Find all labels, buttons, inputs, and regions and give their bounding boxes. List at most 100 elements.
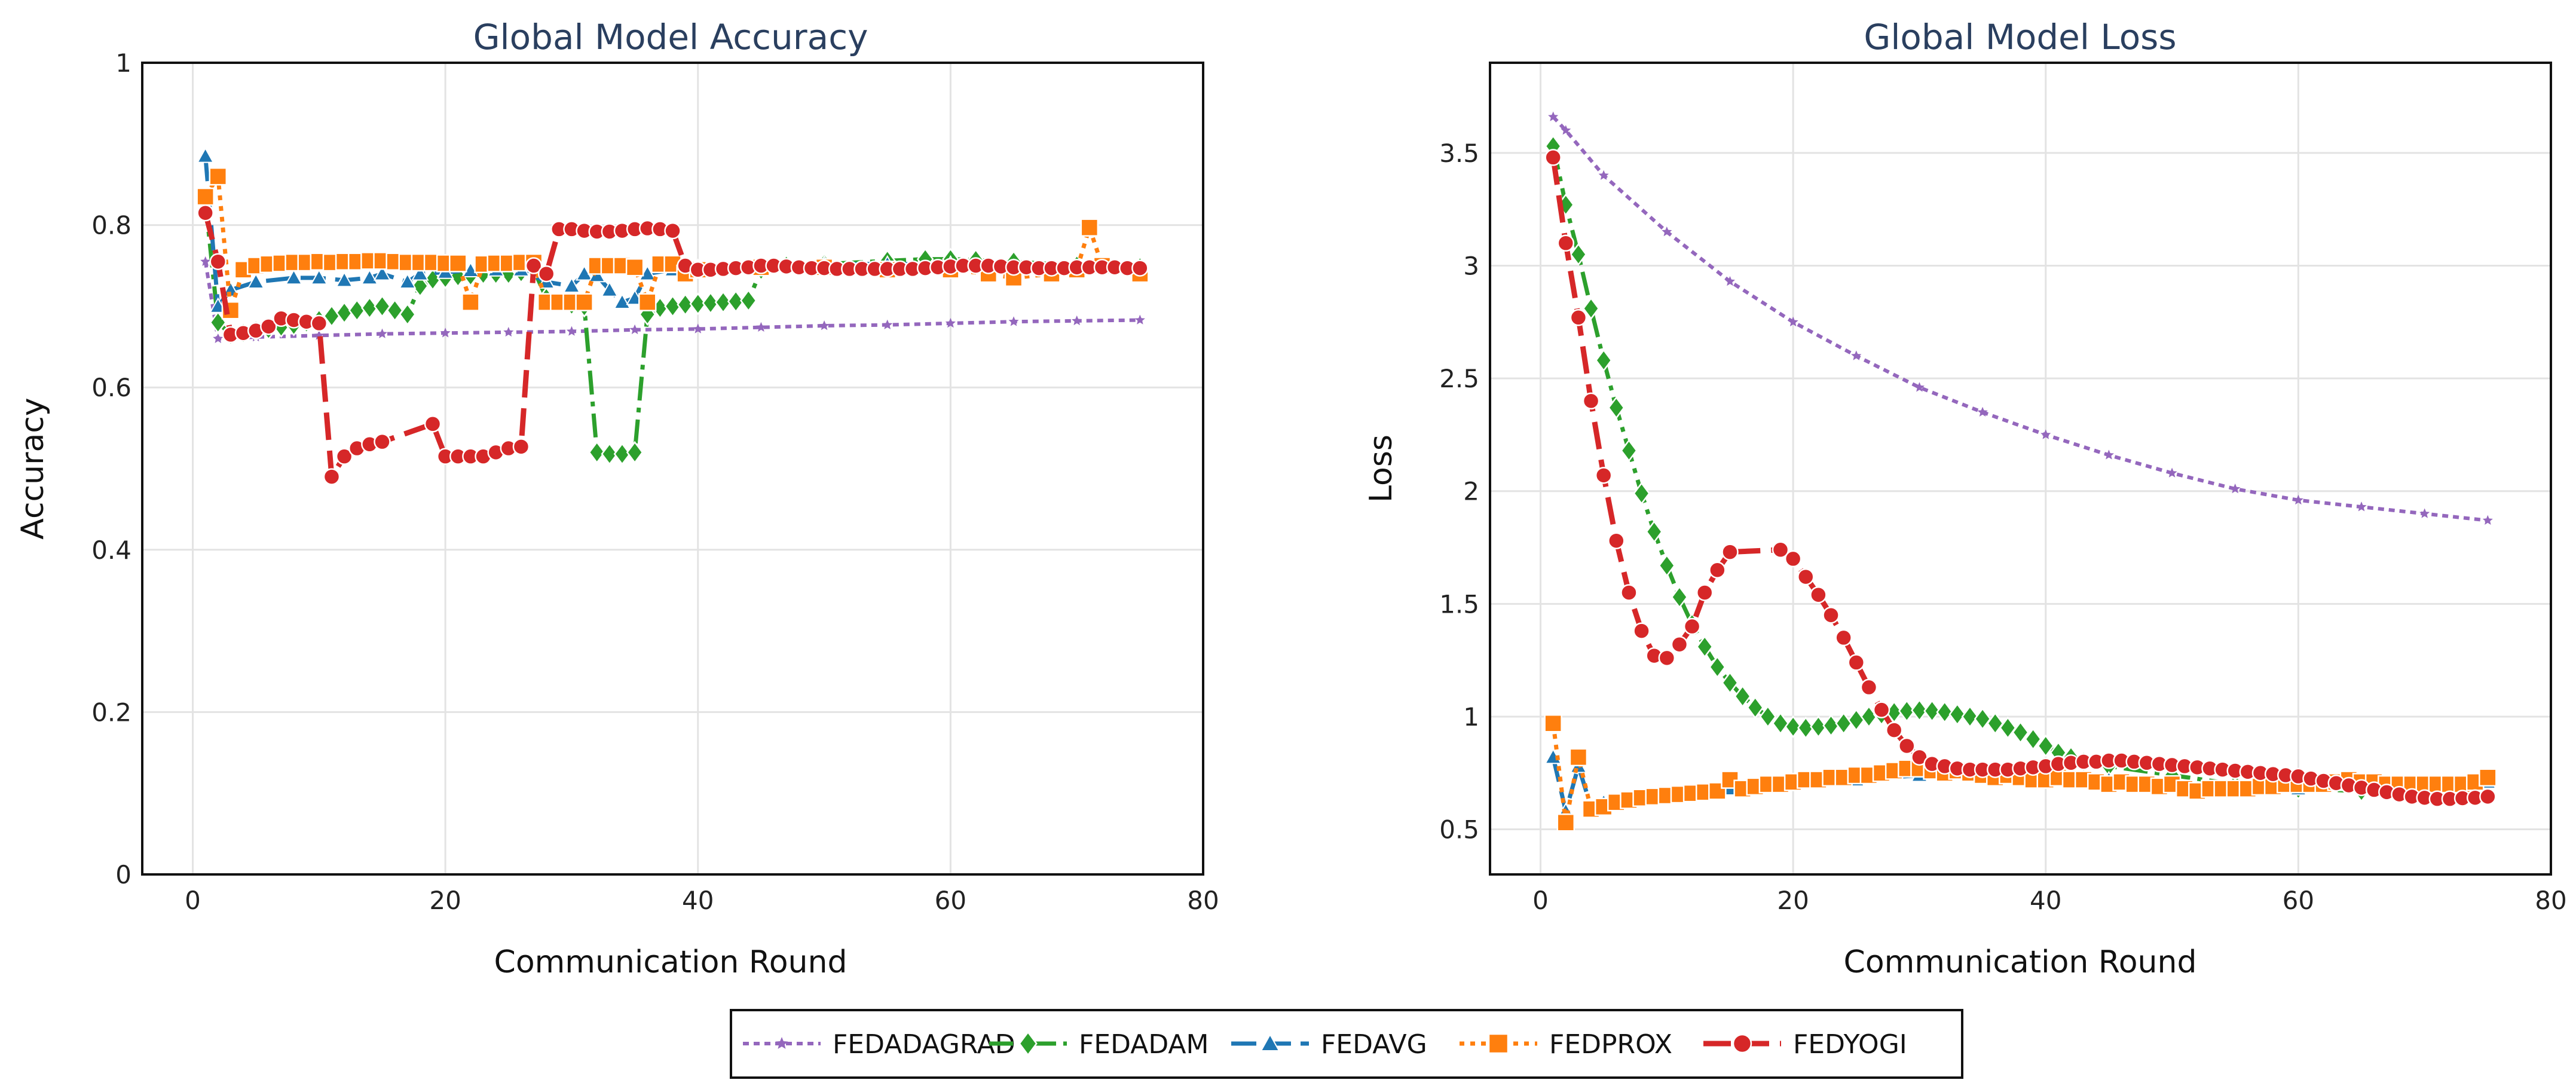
loss-fedadam-marker (1847, 708, 1865, 732)
loss-fedprox-marker (1556, 813, 1575, 832)
accuracy-x-axis-label: Communication Round (494, 944, 848, 980)
loss-fedyogi-marker (1557, 234, 1575, 252)
loss-fedadagrad-marker (1662, 226, 1672, 237)
loss-fedadagrad-marker (2230, 484, 2241, 494)
acc-fedprox-marker (625, 258, 644, 277)
loss-fedadagrad-marker (1561, 125, 1571, 135)
accuracy-plot-frame (141, 62, 1204, 876)
loss-x-tick-label: 20 (1777, 886, 1809, 915)
acc-fedyogi-marker (197, 204, 214, 222)
loss-series-fedadagrad (1548, 111, 2493, 525)
legend-items: FEDADAGRAD FEDADAM FEDAVG FEDPROX FEDYOGI (743, 1029, 1907, 1060)
loss-fedyogi-marker (1860, 678, 1878, 696)
accuracy-gridlines (142, 63, 1203, 874)
loss-gridlines (1490, 63, 2551, 874)
acc-fedadam-marker (613, 442, 631, 466)
loss-chart: Global Model Loss 0 20 40 60 80 0.5 1 1.5 2 2.5 3 3… (1363, 17, 2567, 980)
loss-fedyogi-marker (1696, 584, 1714, 601)
acc-fedadam-marker (411, 274, 429, 298)
acc-fedavg-marker (247, 273, 265, 289)
loss-fedadagrad-marker (2293, 494, 2303, 505)
loss-y-tick-label: 1.5 (1439, 589, 1479, 619)
loss-fedyogi-marker (1595, 467, 1613, 484)
acc-fedadagrad-marker (755, 322, 766, 332)
acc-fedadam-marker (374, 295, 391, 318)
loss-fedyogi-marker (1582, 392, 1600, 410)
legend-item-fedprox: FEDPROX (1460, 1029, 1672, 1060)
loss-fedadam-marker (1721, 671, 1739, 695)
acc-y-tick-label: 0 (115, 860, 131, 889)
loss-fedadagrad-marker (1914, 382, 1925, 392)
acc-fedadam-marker (335, 301, 353, 325)
loss-fedprox-marker (1544, 714, 1562, 733)
loss-fedadagrad-marker (1598, 170, 1609, 180)
acc-fedyogi-marker (424, 415, 442, 433)
legend-fedprox-label: FEDPROX (1549, 1029, 1672, 1060)
loss-fedyogi-marker (1835, 629, 1852, 647)
acc-fedprox-marker (449, 254, 467, 273)
acc-fedavg-marker (284, 268, 303, 285)
loss-y-tick-label: 2.5 (1439, 364, 1479, 393)
acc-fedyogi-marker (260, 318, 277, 335)
loss-fedadam-marker (1784, 715, 1802, 739)
loss-series (1544, 111, 2497, 832)
acc-fedadagrad-marker (213, 333, 224, 343)
acc-x-tick-label: 60 (935, 886, 966, 915)
acc-y-tick-label: 1 (115, 48, 131, 78)
loss-fedyogi-marker (1544, 149, 1562, 166)
acc-y-tick-label: 0.4 (91, 536, 131, 565)
loss-fedadagrad-marker (2356, 501, 2367, 512)
acc-fedadam-marker (361, 296, 378, 320)
legend-item-fedadam: FEDADAM (989, 1029, 1209, 1060)
legend-fedavg-marker (1260, 1033, 1280, 1051)
loss-fedyogi-marker (1570, 309, 1587, 326)
acc-fedavg-marker (310, 268, 328, 285)
loss-fedadam-marker (1974, 707, 1991, 730)
loss-fedyogi-marker (1709, 561, 1726, 579)
acc-fedprox-marker (196, 187, 215, 206)
acc-fedadagrad-marker (945, 317, 956, 328)
loss-y-tick-label: 1 (1463, 702, 1479, 732)
loss-fedadagrad-marker (2482, 515, 2493, 525)
legend: FEDADAGRAD FEDADAM FEDAVG FEDPROX FEDYOGI (730, 1009, 1963, 1079)
loss-fedyogi-marker (1608, 532, 1625, 549)
accuracy-y-axis-label: Accuracy (15, 397, 51, 539)
loss-fedadam-marker (1810, 715, 1827, 739)
acc-fedadam-marker (677, 293, 694, 316)
acc-fedprox-marker (209, 167, 228, 186)
loss-fedadam-marker (2024, 727, 2042, 751)
acc-fedavg-marker (411, 265, 429, 281)
loss-fedadam-marker (1620, 439, 1638, 462)
loss-fedyogi-marker (1847, 654, 1865, 671)
acc-fedadagrad-marker (1008, 316, 1019, 326)
legend-fedprox-marker (1488, 1033, 1509, 1054)
legend-item-fedavg: FEDAVG (1231, 1029, 1427, 1060)
loss-y-tick-label: 3.5 (1439, 139, 1479, 168)
acc-fedadam-marker (739, 289, 757, 312)
acc-fedyogi-marker (1131, 259, 1149, 277)
acc-fedyogi-marker (512, 438, 530, 455)
loss-fedadam-marker (1911, 699, 1928, 722)
accuracy-chart: Global Model Accuracy 0 20 40 60 80 0 0.2 0.4 0.… (15, 17, 1219, 980)
acc-fedadam-marker (601, 442, 619, 466)
acc-fedyogi-marker (537, 265, 555, 283)
loss-fedadam-marker (1936, 700, 1954, 724)
acc-x-tick-label: 20 (429, 886, 461, 915)
loss-fedyogi-marker (1683, 617, 1701, 635)
loss-fedyogi-marker (2479, 788, 2497, 806)
acc-series-fedyogi (197, 204, 1149, 485)
acc-y-tick-label: 0.6 (91, 373, 131, 402)
loss-fedadagrad-marker (1851, 350, 1862, 360)
loss-y-tick-label: 3 (1463, 252, 1479, 281)
loss-fedadagrad-marker (2103, 449, 2114, 460)
acc-fedyogi-marker (310, 314, 328, 332)
acc-fedadam-marker (689, 292, 707, 316)
loss-fedyogi-marker (1898, 737, 1916, 755)
acc-fedadam-marker (348, 299, 366, 322)
loss-fedyogi-marker (1633, 622, 1650, 640)
loss-x-axis-label: Communication Round (1844, 944, 2197, 980)
acc-fedadagrad-marker (566, 326, 577, 336)
acc-fedadam-marker (714, 290, 732, 314)
acc-x-tick-label: 80 (1187, 886, 1219, 915)
loss-fedadagrad-line (1552, 115, 2488, 522)
